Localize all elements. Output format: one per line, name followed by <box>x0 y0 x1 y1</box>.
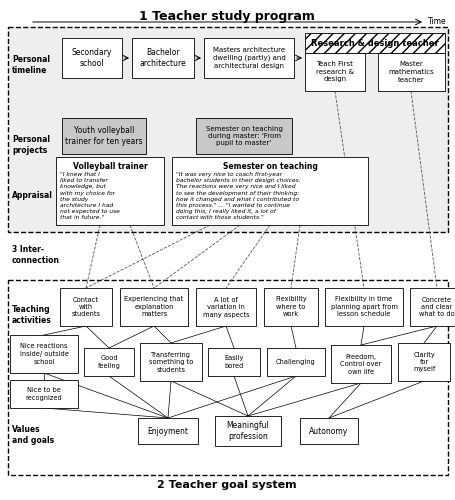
Text: Transferring
something to
students: Transferring something to students <box>149 352 193 372</box>
Bar <box>325 288 403 326</box>
Text: Bachelor
architecture: Bachelor architecture <box>140 48 187 68</box>
Text: Easily
bored: Easily bored <box>224 355 244 369</box>
Text: Secondary
school: Secondary school <box>72 48 112 68</box>
Text: Values
and goals: Values and goals <box>12 426 54 444</box>
Bar <box>8 27 448 232</box>
Bar <box>172 157 368 225</box>
Bar <box>8 280 448 475</box>
Text: Nice reactions
inside/ outside
school: Nice reactions inside/ outside school <box>20 344 68 364</box>
Text: Challenging: Challenging <box>276 359 316 365</box>
Text: Flexibility in time
planning apart from
lesson schedule: Flexibility in time planning apart from … <box>331 296 397 318</box>
Text: 1 Teacher study program: 1 Teacher study program <box>139 10 315 23</box>
Bar <box>132 38 194 78</box>
Bar <box>62 38 122 78</box>
Bar <box>138 418 198 444</box>
Bar <box>208 348 260 376</box>
Text: Appraisal: Appraisal <box>12 190 53 200</box>
Text: Time: Time <box>428 18 447 26</box>
Bar <box>10 335 78 373</box>
Text: Autonomy: Autonomy <box>309 426 349 436</box>
Bar <box>264 288 318 326</box>
Text: Volleyball trainer: Volleyball trainer <box>73 162 147 171</box>
Bar <box>331 345 391 383</box>
Bar <box>305 53 365 91</box>
Bar <box>215 416 281 446</box>
Bar <box>10 380 78 408</box>
Text: 3 Inter-
connection: 3 Inter- connection <box>12 246 60 264</box>
Bar <box>62 118 146 154</box>
Text: Meaningful
profession: Meaningful profession <box>227 421 269 441</box>
Text: 2 Teacher goal system: 2 Teacher goal system <box>157 480 297 490</box>
Text: Research & design teacher: Research & design teacher <box>311 38 439 48</box>
Bar <box>398 343 450 381</box>
Text: Enjoyment: Enjoyment <box>147 426 188 436</box>
Bar <box>410 288 455 326</box>
Text: Nice to be
recognized: Nice to be recognized <box>25 387 62 401</box>
Bar <box>60 288 112 326</box>
Text: Teach First
research &
design: Teach First research & design <box>316 62 354 82</box>
Bar <box>305 33 445 53</box>
Text: "It was very nice to coach first-year
bachelor students in their design choices.: "It was very nice to coach first-year ba… <box>176 172 301 220</box>
Text: Masters architecture
dwelling (partly) and
architectural design: Masters architecture dwelling (partly) a… <box>212 48 285 68</box>
Bar <box>140 343 202 381</box>
Bar <box>267 348 325 376</box>
Text: Semester on teaching
during master: 'From
pupil to master': Semester on teaching during master: 'Fro… <box>206 126 283 146</box>
Bar <box>196 288 256 326</box>
Text: Concrete
and clear
what to do: Concrete and clear what to do <box>419 296 455 318</box>
Text: Semester on teaching: Semester on teaching <box>222 162 318 171</box>
Text: Contact
with
students: Contact with students <box>71 296 101 318</box>
Text: Freedom,
Control over
own life: Freedom, Control over own life <box>340 354 382 374</box>
Text: Teaching
activities: Teaching activities <box>12 306 52 324</box>
Text: Personal
timeline: Personal timeline <box>12 56 50 74</box>
Bar <box>56 157 164 225</box>
Text: A lot of
variation in
many aspects: A lot of variation in many aspects <box>202 296 249 318</box>
Bar <box>378 53 445 91</box>
Text: Experiencing that
explanation
matters: Experiencing that explanation matters <box>124 296 183 318</box>
Text: Good
feeling: Good feeling <box>97 355 121 369</box>
Text: Personal
projects: Personal projects <box>12 136 50 154</box>
Text: "I knew that I
liked to transfer
knowledge, but
with my choice for
the study
arc: "I knew that I liked to transfer knowled… <box>60 172 120 220</box>
Bar <box>204 38 294 78</box>
Text: Master
mathematics
teacher: Master mathematics teacher <box>389 62 435 82</box>
Text: Clarity
for
myself: Clarity for myself <box>413 352 435 372</box>
Bar <box>120 288 188 326</box>
Bar <box>300 418 358 444</box>
Text: Youth volleyball
trainer for ten years: Youth volleyball trainer for ten years <box>65 126 143 146</box>
Bar <box>196 118 292 154</box>
Bar <box>84 348 134 376</box>
Text: Flexibility
where to
work: Flexibility where to work <box>275 296 307 318</box>
